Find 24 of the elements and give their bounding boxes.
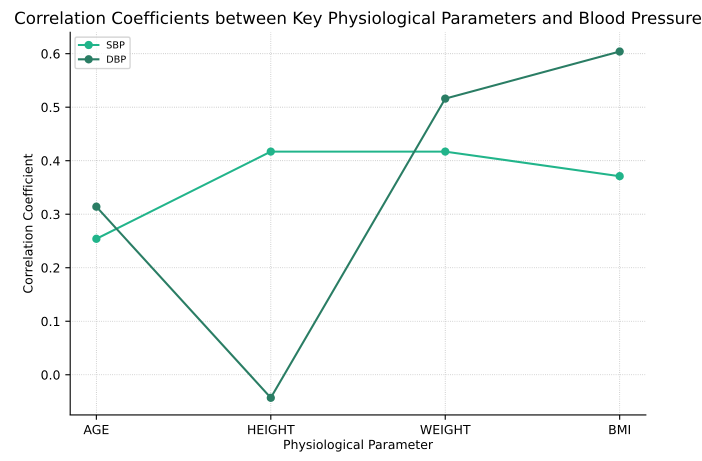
point — [92, 234, 101, 244]
y-tick-label: 0.5 — [41, 102, 60, 112]
y-tick-label: 0.3 — [41, 210, 60, 220]
x-tick-label: WEIGHT — [420, 424, 471, 434]
point — [441, 94, 450, 103]
y-tick-label: 0.6 — [41, 49, 60, 59]
y-tick-label: 0.2 — [41, 263, 60, 273]
y-tick-label: 0.0 — [41, 370, 60, 380]
y-tick-label: 0.4 — [41, 156, 60, 166]
legend-label: SBP — [106, 41, 125, 49]
x-axis-title: Physiological Parameter — [284, 440, 434, 452]
x-tick-label: HEIGHT — [248, 424, 295, 434]
x-tick-label: AGE — [84, 424, 109, 434]
point — [266, 394, 275, 402]
chart-title: Correlation Coefficients between Key Physiological Parameters and Blood Pressure — [15, 11, 702, 28]
point — [266, 147, 275, 156]
y-axis-title: Correlation Coefficient — [22, 154, 33, 293]
point — [616, 47, 624, 56]
point — [92, 202, 101, 211]
point — [441, 147, 450, 156]
y-tick-label: 0.1 — [41, 316, 60, 326]
point — [616, 172, 624, 180]
x-tick-label: BMI — [609, 425, 630, 434]
legend-label: DBP — [107, 56, 126, 63]
